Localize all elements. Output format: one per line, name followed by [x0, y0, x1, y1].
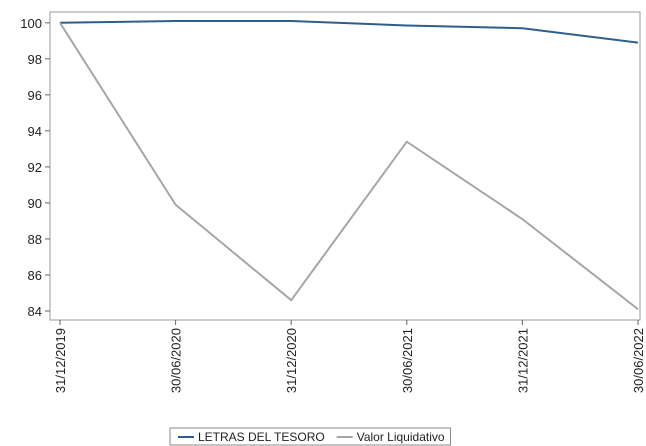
x-tick-label: 31/12/2020: [284, 328, 299, 393]
x-tick-label: 31/12/2019: [53, 328, 68, 393]
legend-label: Valor Liquidativo: [357, 430, 445, 444]
series-line: [59, 20, 639, 44]
x-tick-label: 30/06/2021: [400, 328, 415, 393]
x-tick-label: 30/06/2022: [631, 328, 646, 393]
y-tick-label: 96: [28, 88, 42, 103]
legend-label: LETRAS DEL TESORO: [198, 430, 325, 444]
plot-frame: [49, 11, 641, 321]
x-tick-label: 30/06/2020: [169, 328, 184, 393]
y-tick-label: 88: [28, 232, 42, 247]
series-line: [59, 22, 639, 310]
legend: LETRAS DEL TESORO Valor Liquidativo: [169, 427, 452, 446]
y-tick-label: 98: [28, 52, 42, 67]
y-tick-label: 94: [28, 124, 42, 139]
y-tick-label: 100: [20, 16, 42, 31]
legend-box: [169, 427, 452, 446]
y-tick-label: 92: [28, 160, 42, 175]
x-tick-label: 31/12/2021: [515, 328, 530, 393]
y-tick-label: 84: [28, 304, 42, 319]
y-tick-label: 86: [28, 268, 42, 283]
y-tick-label: 90: [28, 196, 42, 211]
